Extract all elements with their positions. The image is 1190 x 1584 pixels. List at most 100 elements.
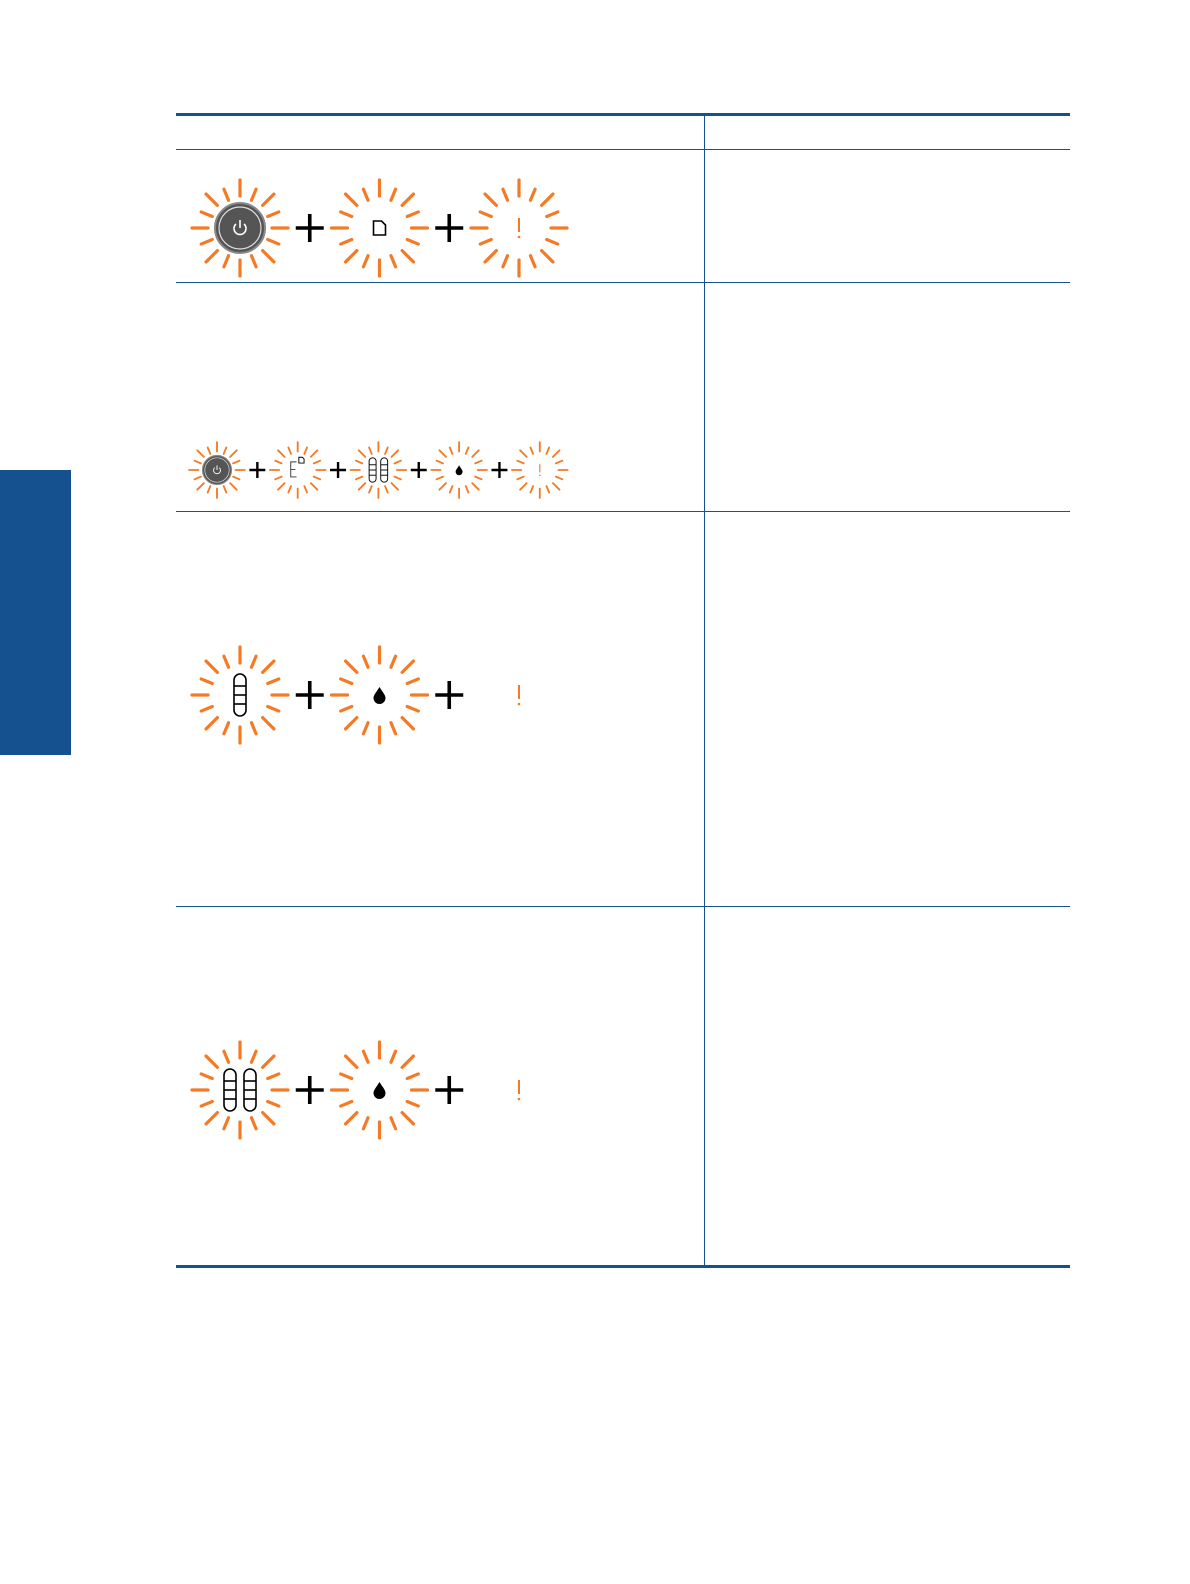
light-ray — [196, 449, 205, 458]
light-ray — [343, 1111, 359, 1126]
row-divider — [176, 511, 1070, 512]
light-ray — [339, 1099, 354, 1108]
plus-icon — [295, 214, 324, 242]
light-ray — [529, 485, 535, 494]
light-ray — [435, 475, 444, 481]
light-ray — [384, 485, 389, 494]
light-ray — [266, 237, 281, 246]
light-ray — [389, 721, 398, 736]
light-ray — [343, 249, 359, 264]
paper-icon — [329, 178, 430, 278]
light-ray — [196, 482, 205, 491]
table-row — [176, 283, 1070, 511]
light-ray — [266, 210, 281, 219]
light-ray — [204, 1054, 219, 1069]
light-ray — [339, 1072, 354, 1081]
chapter-side-tab — [0, 470, 71, 755]
ink-drop-icon — [329, 645, 430, 745]
light-ray — [303, 485, 308, 494]
light-ray — [474, 475, 483, 481]
light-ray — [501, 254, 510, 269]
light-ray — [309, 449, 319, 458]
light-ray — [339, 210, 354, 219]
plus-icon — [435, 214, 464, 242]
light-ray — [354, 475, 364, 481]
plus-icon — [249, 462, 266, 478]
light-ray — [357, 482, 367, 491]
row-divider — [176, 906, 1070, 907]
power-icon — [190, 178, 290, 278]
light-ray — [361, 1049, 370, 1064]
light-ray — [229, 482, 238, 491]
light-ray — [464, 485, 470, 494]
light-ray — [361, 654, 370, 669]
light-ray — [193, 475, 202, 481]
power-icon — [188, 441, 246, 499]
light-ray — [249, 187, 258, 202]
light-ray — [528, 254, 537, 269]
light-ray — [199, 1072, 214, 1081]
light-ray — [249, 721, 258, 736]
one-cartridge-icon — [190, 645, 290, 745]
plus-icon — [435, 1076, 464, 1104]
light-ray — [483, 192, 498, 207]
light-ray — [232, 475, 241, 481]
light-ray — [343, 716, 359, 731]
light-ray — [400, 659, 416, 674]
light-ray — [389, 187, 398, 202]
light-ray — [545, 446, 551, 455]
light-ray — [249, 1049, 258, 1064]
light-ray — [554, 475, 564, 481]
light-ray — [405, 210, 420, 219]
light-ray — [393, 459, 402, 465]
table-row — [176, 512, 1070, 906]
light-ray — [343, 659, 359, 674]
light-ray — [405, 1099, 420, 1108]
light-ray — [400, 192, 416, 207]
light-ray — [222, 485, 228, 494]
light-ray — [222, 446, 228, 455]
light-ray — [309, 482, 319, 491]
light-ray — [266, 1072, 281, 1081]
light-ray — [519, 482, 528, 491]
attention-icon — [517, 685, 521, 706]
light-ray — [545, 210, 560, 219]
light-ray — [438, 482, 447, 491]
light-ray — [266, 677, 281, 686]
light-ray — [368, 485, 373, 494]
light-ray — [274, 459, 283, 465]
light-ray — [361, 254, 370, 269]
light-ray — [249, 654, 258, 669]
light-ray — [438, 449, 447, 458]
light-ray — [193, 459, 202, 465]
light-ray — [501, 187, 510, 202]
row-divider — [176, 282, 1070, 283]
light-ray — [339, 704, 354, 713]
light-ray — [261, 659, 276, 674]
light-ray — [448, 446, 454, 455]
light-ray — [274, 475, 283, 481]
light-ray — [287, 485, 292, 494]
light-ray — [528, 187, 537, 202]
light-ray — [312, 475, 322, 481]
light-ray — [389, 1116, 398, 1131]
light-ray — [287, 446, 292, 455]
light-ray — [249, 1116, 258, 1131]
light-ray — [540, 249, 555, 264]
light-ray — [277, 482, 286, 491]
light-ray — [339, 677, 354, 686]
light-ray — [204, 192, 219, 207]
attention-icon — [469, 178, 569, 278]
light-ray — [516, 459, 525, 465]
two-cartridges-icon — [349, 441, 408, 499]
light-ray — [400, 249, 416, 264]
light-ray — [471, 482, 480, 491]
plus-icon — [410, 462, 427, 478]
light-ray — [478, 210, 493, 219]
light-ray — [516, 475, 525, 481]
light-ray — [405, 704, 420, 713]
light-ray — [390, 482, 400, 491]
light-ray — [545, 485, 551, 494]
light-ray — [405, 677, 420, 686]
error-paper-icon — [268, 441, 327, 499]
